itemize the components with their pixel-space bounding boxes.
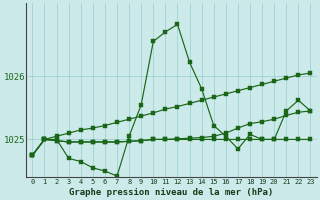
X-axis label: Graphe pression niveau de la mer (hPa): Graphe pression niveau de la mer (hPa) <box>69 188 274 197</box>
